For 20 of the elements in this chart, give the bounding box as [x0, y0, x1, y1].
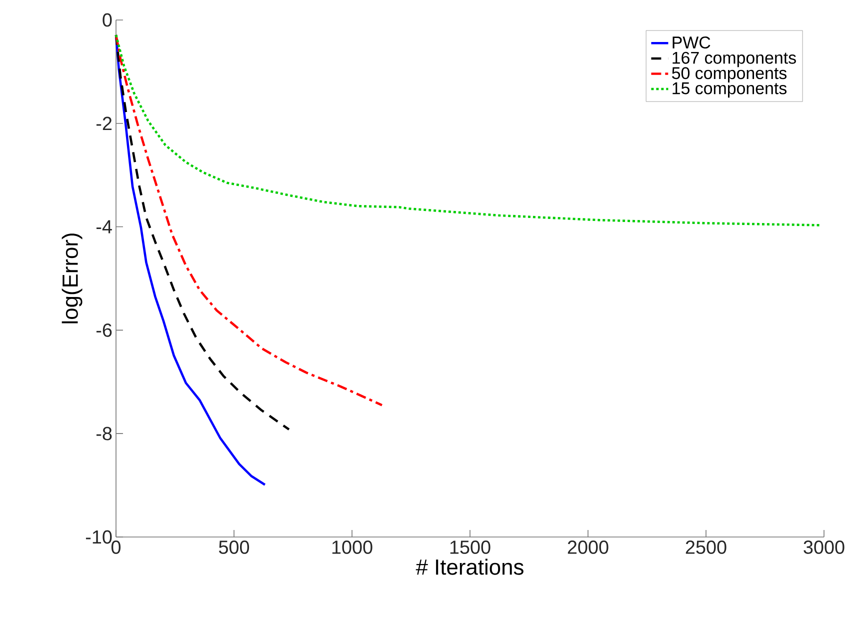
y-axis-title: log(Error) [62, 234, 82, 324]
legend-label: 15 components [672, 82, 787, 98]
legend-label: 167 components [672, 52, 796, 68]
y-tick-label: -4 [96, 220, 112, 234]
x-tick-label: 500 [218, 540, 250, 554]
legend-label: 50 components [672, 67, 787, 82]
line-series [114, 34, 384, 406]
x-tick-label: 1500 [450, 540, 490, 554]
x-axis-title: # Iterations [416, 558, 524, 575]
x-tick-label: 3000 [804, 540, 844, 554]
x-tick-label: 2500 [686, 540, 726, 554]
y-tick-label: 0 [102, 13, 112, 27]
y-tick-label: -8 [96, 426, 112, 440]
y-tick-label: -6 [96, 323, 112, 337]
y-tick-label: -10 [86, 530, 112, 544]
x-tick-label: 1000 [332, 540, 372, 554]
y-tick-label: -2 [96, 116, 112, 130]
x-tick-label: 0 [111, 540, 121, 554]
x-tick-label: 2000 [568, 540, 608, 554]
legend-label: PWC [672, 36, 710, 48]
